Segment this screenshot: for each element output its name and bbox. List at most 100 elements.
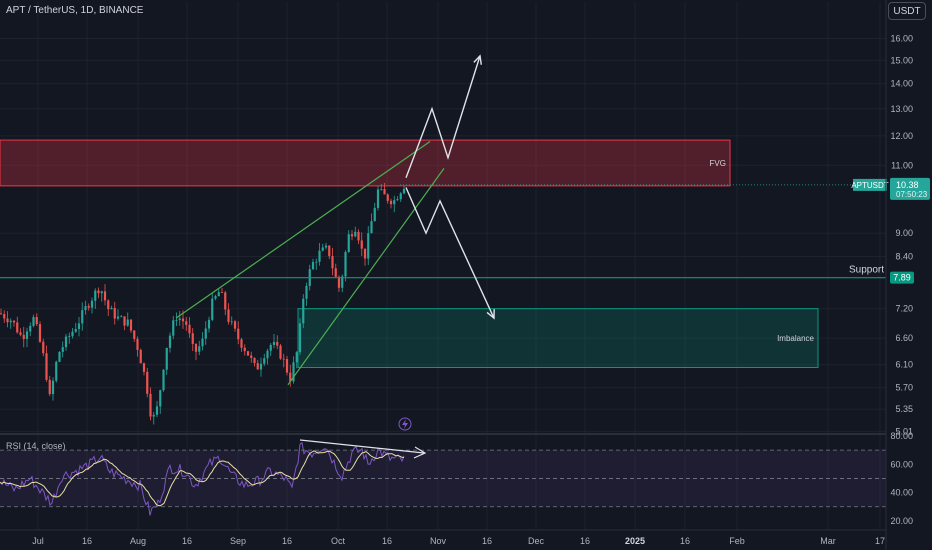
y-tick-label: 9.00 — [895, 228, 913, 238]
candle-body — [324, 245, 328, 248]
candle-body — [279, 345, 282, 359]
candle-body — [350, 234, 354, 237]
candle-body — [175, 319, 178, 321]
candle-body — [250, 355, 253, 358]
rsi-tick-label: 40.00 — [890, 488, 913, 498]
candle-body — [230, 321, 233, 323]
candle-body — [357, 231, 360, 241]
candle-body — [129, 319, 133, 331]
candle-body — [220, 292, 224, 293]
y-tick-label: 13.00 — [890, 104, 913, 114]
support-label: Support — [849, 265, 884, 276]
candle-body — [55, 361, 58, 381]
candle-body — [328, 245, 331, 257]
candle-body — [74, 329, 77, 332]
candle-body — [311, 261, 315, 270]
candles — [0, 183, 406, 425]
arrow-head — [486, 309, 495, 320]
rsi-pane — [0, 439, 886, 516]
candle-body — [126, 319, 129, 326]
candle-body — [94, 290, 97, 301]
candle-body — [285, 359, 289, 373]
candle-body — [12, 320, 16, 323]
x-tick-label: 16 — [182, 536, 192, 546]
candle-body — [383, 188, 386, 195]
trendline-lower — [287, 168, 445, 386]
candle-body — [240, 339, 243, 348]
candle-body — [64, 336, 68, 348]
divergence-arrow-head — [413, 446, 427, 459]
symbol-tag — [853, 178, 887, 191]
candle-body — [207, 319, 211, 329]
candle-body — [0, 313, 3, 315]
candle-body — [107, 300, 110, 310]
candle-body — [116, 316, 120, 319]
candle-body — [360, 240, 363, 249]
y-tick-label: 14.00 — [890, 79, 913, 89]
candle-body — [204, 328, 207, 339]
x-tick-label: Jul — [32, 536, 44, 546]
candle-body — [9, 320, 12, 323]
y-tick-label: 7.20 — [895, 304, 913, 314]
lightning-bolt — [402, 419, 408, 429]
candle-body — [87, 306, 90, 308]
candle-body — [6, 318, 9, 323]
candle-body — [185, 321, 188, 325]
candle-body — [172, 320, 175, 336]
candle-body — [142, 363, 146, 372]
zone-label: Imbalance — [777, 334, 814, 343]
candle-body — [29, 325, 32, 332]
candle-body — [389, 200, 393, 205]
x-tick-label: 16 — [482, 536, 492, 546]
zone-fvg — [0, 139, 731, 187]
last-price-box — [890, 177, 930, 200]
y-tick-label: 6.10 — [895, 360, 913, 370]
candle-body — [51, 380, 55, 395]
candle-body — [266, 350, 269, 359]
candle-body — [133, 330, 136, 339]
candle-body — [77, 323, 81, 330]
bearish-path — [405, 187, 495, 319]
candle-body — [399, 193, 402, 200]
last-price: 10.38 — [896, 180, 919, 190]
candle-body — [25, 331, 29, 339]
candle-body — [396, 199, 399, 201]
candle-body — [38, 324, 42, 342]
candle-body — [120, 316, 123, 318]
candle-body — [71, 331, 74, 337]
x-tick-label: 16 — [680, 536, 690, 546]
candle-body — [123, 316, 126, 326]
candle-body — [295, 352, 298, 363]
candle-body — [159, 390, 162, 407]
y-tick-label: 5.01 — [895, 426, 913, 436]
candle-body — [386, 194, 389, 201]
candle-body — [181, 318, 185, 322]
symbol-title: APT / TetherUS, 1D, BINANCE — [6, 5, 144, 16]
candle-body — [243, 347, 246, 352]
candle-body — [45, 353, 48, 380]
x-tick-label: Sep — [230, 536, 246, 546]
zone-label: FVG — [710, 159, 726, 168]
candle-body — [81, 310, 84, 324]
currency-button[interactable]: USDT — [888, 2, 926, 20]
countdown: 07:50:23 — [896, 190, 928, 199]
candle-body — [363, 248, 367, 259]
grid — [0, 2, 886, 530]
candle-body — [253, 357, 256, 364]
candle-body — [341, 276, 344, 288]
candle-body — [227, 309, 230, 322]
candle-body — [139, 349, 142, 364]
y-tick-label: 15.00 — [890, 55, 913, 65]
candle-body — [155, 406, 159, 415]
candle-body — [42, 341, 45, 354]
candle-body — [376, 189, 380, 208]
x-tick-label: 16 — [282, 536, 292, 546]
candle-body — [136, 338, 139, 350]
candle-body — [22, 334, 25, 339]
candle-body — [61, 347, 64, 352]
divergence-line — [299, 439, 425, 454]
candle-body — [344, 252, 347, 277]
candle-body — [152, 414, 155, 417]
